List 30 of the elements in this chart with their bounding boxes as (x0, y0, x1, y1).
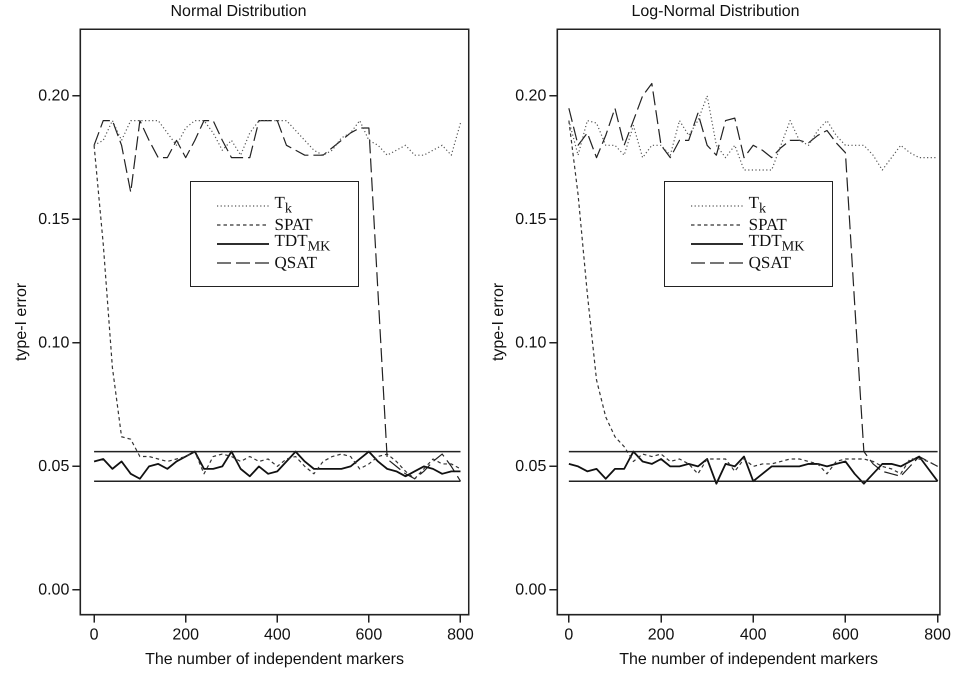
chart-title: Log-Normal Distribution (631, 3, 800, 20)
x-tick-label: 200 (648, 626, 674, 644)
y-tick-label: 0.05 (515, 458, 546, 475)
y-tick-label: 0.10 (38, 334, 70, 352)
legend-label: T$_{k}$ (748, 193, 766, 217)
legend-label: QSAT (274, 252, 318, 273)
x-axis-title: The number of independent markers (619, 650, 878, 668)
y-tick-label: 0.20 (515, 87, 546, 104)
y-tick-label: 0.00 (515, 581, 546, 598)
y-axis-title: type-I error (13, 282, 30, 362)
x-tick-label: 400 (740, 626, 767, 644)
x-tick-label: 200 (172, 626, 200, 644)
x-axis-title: The number of independent markers (145, 650, 404, 668)
y-tick-label: 0.10 (515, 334, 546, 352)
x-tick-label: 800 (924, 626, 952, 644)
y-tick-label: 0.00 (38, 581, 70, 598)
y-tick-label: 0.05 (38, 458, 70, 475)
x-tick-label: 600 (356, 626, 382, 644)
x-tick-label: 0 (564, 626, 574, 644)
legend-label: QSAT (748, 252, 792, 273)
x-tick-label: 600 (832, 626, 859, 644)
chart-title: Normal Distribution (170, 3, 307, 20)
y-tick-label: 0.20 (38, 87, 70, 104)
x-tick-label: 800 (447, 626, 474, 644)
legend-label: T$_{k}$ (274, 193, 292, 217)
y-axis-title: type-I error (490, 282, 508, 362)
y-tick-label: 0.15 (38, 210, 70, 228)
y-tick-label: 0.15 (515, 210, 546, 228)
x-tick-label: 400 (264, 626, 291, 644)
x-tick-label: 0 (90, 626, 99, 644)
